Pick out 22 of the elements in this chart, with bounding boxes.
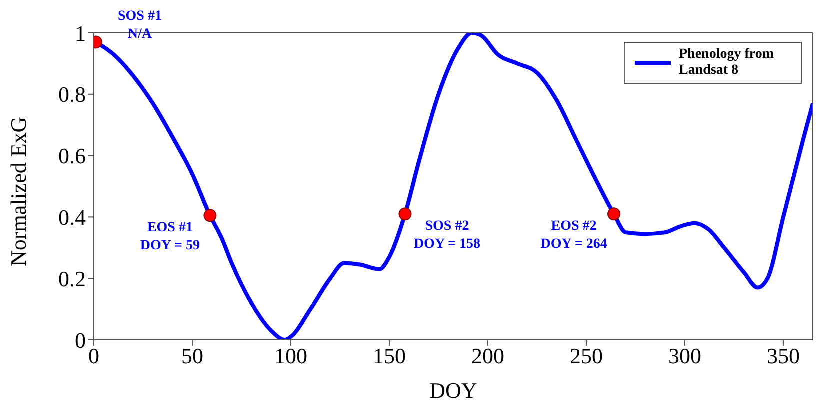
x-tick-label: 150 xyxy=(372,344,406,369)
y-tick-label: 0.2 xyxy=(58,266,86,292)
x-tick-label: 250 xyxy=(570,344,603,369)
annotation: EOS #1 DOY = 59 xyxy=(140,220,200,254)
x-tick-label: 350 xyxy=(766,344,800,369)
y-tick-label: 0.8 xyxy=(58,82,86,108)
annotation: SOS #2 DOY = 158 xyxy=(414,219,481,252)
y-tick-label: 1 xyxy=(75,20,86,46)
y-axis-title: Normalized ExG xyxy=(6,116,31,266)
x-axis-title: DOY xyxy=(430,378,478,403)
x-tick-label: 200 xyxy=(471,344,504,369)
y-tick-label: 0.4 xyxy=(58,205,86,230)
x-tick-label: 100 xyxy=(274,344,308,369)
y-tick-label: 0 xyxy=(75,328,86,353)
legend-label: Phenology from Landsat 8 xyxy=(679,47,776,79)
annotation: EOS #2 DOY = 264 xyxy=(540,219,608,252)
point xyxy=(204,209,217,222)
y-tick-label: 0.6 xyxy=(58,144,86,169)
point xyxy=(398,208,412,221)
x-tick-label: 50 xyxy=(181,344,204,369)
x-tick-label: 300 xyxy=(668,344,702,369)
point xyxy=(608,208,621,221)
